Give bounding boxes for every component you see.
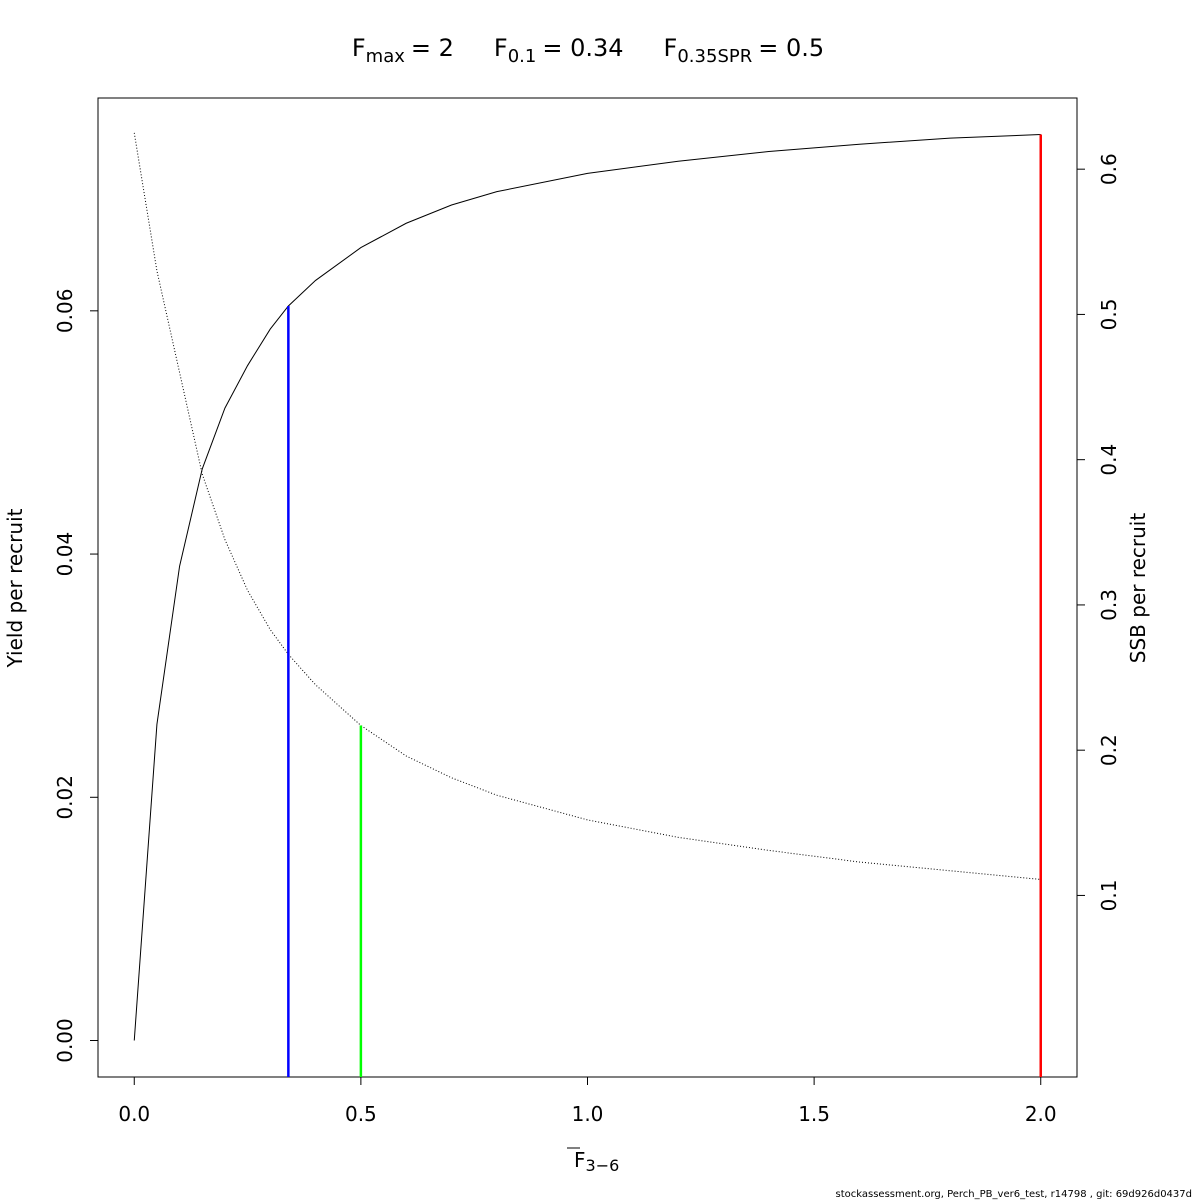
y-tick-label: 0.00 (53, 1018, 77, 1063)
x-tick-label: 2.0 (1025, 1102, 1057, 1126)
footer: stockassessment.org, Perch_PB_ver6_test,… (836, 1189, 1192, 1200)
title-value: = 0.34 (542, 34, 623, 62)
y-tick-label: 0.04 (53, 532, 77, 577)
x-tick-label: 1.0 (572, 1102, 604, 1126)
x-tick-label: 0.0 (118, 1102, 150, 1126)
y2-tick-label: 0.4 (1097, 444, 1121, 476)
y-axis-title: Yield per recruit (3, 508, 27, 668)
x-axis-title: F3−6 (574, 1148, 619, 1175)
y2-tick-label: 0.2 (1097, 734, 1121, 766)
title-subscript: max (366, 46, 406, 67)
chart-title: Fmax = 2 F0.1 = 0.34 F0.35SPR = 0.5 (352, 34, 824, 67)
title-subscript: 0.35SPR (677, 46, 752, 67)
y2-tick-label: 0.3 (1097, 589, 1121, 621)
y2-tick-label: 0.5 (1097, 299, 1121, 331)
y-tick-label: 0.06 (53, 289, 77, 334)
series-line (133, 133, 1041, 1041)
title-symbol: F (664, 34, 678, 62)
x-axis-subscript: 3−6 (586, 1156, 620, 1175)
y2-tick-label: 0.6 (1097, 153, 1121, 185)
series-line (133, 132, 1041, 880)
x-axis-symbol: F (574, 1148, 586, 1172)
x-tick-label: 0.5 (345, 1102, 377, 1126)
plot-frame (97, 97, 1078, 1078)
y2-tick-label: 0.1 (1097, 880, 1121, 912)
x-tick-label: 1.5 (798, 1102, 830, 1126)
title-subscript: 0.1 (508, 46, 537, 67)
title-symbol: F (494, 34, 508, 62)
title-value: = 0.5 (758, 34, 824, 62)
title-value: = 2 (411, 34, 454, 62)
y-tick-label: 0.02 (53, 775, 77, 820)
title-symbol: F (352, 34, 366, 62)
y2-axis-title: SSB per recruit (1126, 513, 1150, 664)
